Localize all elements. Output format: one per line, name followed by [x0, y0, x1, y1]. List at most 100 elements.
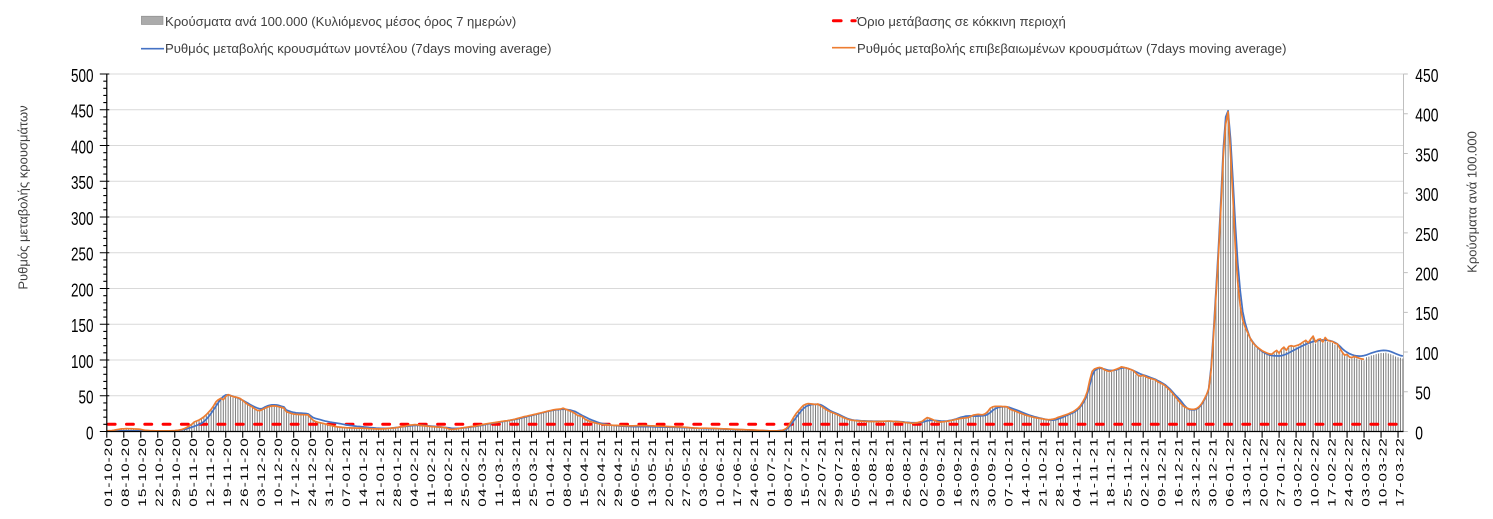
svg-text:08-04-21: 08-04-21	[561, 438, 574, 507]
svg-text:27-05-21: 27-05-21	[680, 438, 693, 507]
svg-text:28-01-21: 28-01-21	[391, 438, 404, 507]
svg-text:0: 0	[86, 423, 94, 443]
svg-text:29-07-21: 29-07-21	[833, 438, 846, 507]
svg-text:15-07-21: 15-07-21	[799, 438, 812, 507]
svg-text:13-05-21: 13-05-21	[646, 438, 659, 507]
svg-text:19-08-21: 19-08-21	[884, 438, 897, 507]
svg-text:20-05-21: 20-05-21	[663, 438, 676, 507]
svg-text:04-11-21: 04-11-21	[1071, 438, 1084, 507]
svg-text:12-11-20: 12-11-20	[204, 438, 217, 507]
svg-text:16-12-21: 16-12-21	[1173, 438, 1186, 507]
svg-text:02-09-21: 02-09-21	[918, 438, 931, 507]
svg-text:26-08-21: 26-08-21	[901, 438, 914, 507]
svg-text:15-10-20: 15-10-20	[136, 438, 149, 507]
svg-text:Κρούσματα ανά 100.000: Κρούσματα ανά 100.000	[1464, 131, 1479, 273]
svg-text:26-11-20: 26-11-20	[238, 438, 251, 507]
svg-text:22-07-21: 22-07-21	[816, 438, 829, 507]
svg-text:29-04-21: 29-04-21	[612, 438, 625, 507]
svg-text:100: 100	[71, 352, 94, 372]
svg-text:11-03-21: 11-03-21	[493, 438, 506, 507]
svg-text:04-02-21: 04-02-21	[408, 438, 421, 507]
svg-text:16-09-21: 16-09-21	[952, 438, 965, 507]
svg-text:17-06-21: 17-06-21	[731, 438, 744, 507]
svg-text:24-02-22: 24-02-22	[1342, 438, 1355, 507]
svg-text:450: 450	[71, 102, 94, 122]
svg-text:05-08-21: 05-08-21	[850, 438, 863, 507]
svg-text:03-02-22: 03-02-22	[1291, 438, 1304, 507]
svg-text:05-11-20: 05-11-20	[187, 438, 200, 507]
svg-text:08-10-20: 08-10-20	[119, 438, 132, 507]
svg-text:03-06-21: 03-06-21	[697, 438, 710, 507]
svg-text:250: 250	[71, 245, 94, 265]
svg-text:50: 50	[79, 388, 94, 408]
svg-text:23-09-21: 23-09-21	[969, 438, 982, 507]
svg-text:150: 150	[1415, 304, 1438, 324]
svg-text:27-01-22: 27-01-22	[1274, 438, 1287, 507]
svg-text:03-03-22: 03-03-22	[1359, 438, 1372, 507]
svg-text:29-10-20: 29-10-20	[170, 438, 183, 507]
svg-text:200: 200	[1415, 265, 1438, 285]
svg-text:100: 100	[1415, 344, 1438, 364]
svg-text:Ρυθμός μεταβολής επιβεβαιωμένω: Ρυθμός μεταβολής επιβεβαιωμένων κρουσμάτ…	[857, 41, 1286, 56]
svg-text:Όριο μετάβασης σε κόκκινη περι: Όριο μετάβασης σε κόκκινη περιοχή	[856, 14, 1066, 29]
svg-text:250: 250	[1415, 225, 1438, 245]
svg-text:09-12-21: 09-12-21	[1156, 438, 1169, 507]
svg-text:500: 500	[71, 66, 94, 86]
svg-text:25-11-21: 25-11-21	[1122, 438, 1135, 507]
svg-text:300: 300	[1415, 185, 1438, 205]
svg-text:06-05-21: 06-05-21	[629, 438, 642, 507]
svg-text:10-12-20: 10-12-20	[272, 438, 285, 507]
svg-text:20-01-22: 20-01-22	[1257, 438, 1270, 507]
svg-text:10-02-22: 10-02-22	[1308, 438, 1321, 507]
svg-text:200: 200	[71, 280, 94, 300]
svg-text:08-07-21: 08-07-21	[782, 438, 795, 507]
svg-text:01-10-20: 01-10-20	[102, 438, 115, 507]
svg-text:17-03-22: 17-03-22	[1393, 438, 1406, 507]
svg-text:18-03-21: 18-03-21	[510, 438, 523, 507]
svg-text:02-12-21: 02-12-21	[1139, 438, 1152, 507]
svg-text:10-06-21: 10-06-21	[714, 438, 727, 507]
svg-text:14-01-21: 14-01-21	[357, 438, 370, 507]
svg-text:22-04-21: 22-04-21	[595, 438, 608, 507]
svg-text:03-12-20: 03-12-20	[255, 438, 268, 507]
svg-text:25-03-21: 25-03-21	[527, 438, 540, 507]
svg-text:07-01-21: 07-01-21	[340, 438, 353, 507]
svg-text:28-10-21: 28-10-21	[1054, 438, 1067, 507]
svg-text:09-09-21: 09-09-21	[935, 438, 948, 507]
svg-text:30-09-21: 30-09-21	[986, 438, 999, 507]
svg-text:21-01-21: 21-01-21	[374, 438, 387, 507]
svg-text:17-12-20: 17-12-20	[289, 438, 302, 507]
svg-text:450: 450	[1415, 66, 1438, 86]
svg-text:07-10-21: 07-10-21	[1003, 438, 1016, 507]
svg-text:18-11-21: 18-11-21	[1105, 438, 1118, 507]
svg-text:01-07-21: 01-07-21	[765, 438, 778, 507]
svg-text:350: 350	[1415, 145, 1438, 165]
svg-text:21-10-21: 21-10-21	[1037, 438, 1050, 507]
svg-text:11-11-21: 11-11-21	[1088, 438, 1101, 507]
svg-text:400: 400	[71, 137, 94, 157]
svg-text:Ρυθμός μεταβολής κρουσμάτων μο: Ρυθμός μεταβολής κρουσμάτων μοντέλου (7d…	[165, 41, 552, 56]
svg-text:12-08-21: 12-08-21	[867, 438, 880, 507]
svg-text:11-02-21: 11-02-21	[425, 438, 438, 507]
svg-text:24-06-21: 24-06-21	[748, 438, 761, 507]
svg-text:30-12-21: 30-12-21	[1207, 438, 1220, 507]
svg-text:0: 0	[1415, 423, 1423, 443]
svg-text:10-03-22: 10-03-22	[1376, 438, 1389, 507]
svg-text:06-01-22: 06-01-22	[1223, 438, 1236, 507]
svg-text:Ρυθμός μεταβολής κρουσμάτων: Ρυθμός μεταβολής κρουσμάτων	[15, 105, 30, 289]
svg-text:50: 50	[1415, 384, 1430, 404]
svg-text:24-12-20: 24-12-20	[306, 438, 319, 507]
svg-text:23-12-21: 23-12-21	[1190, 438, 1203, 507]
svg-text:14-10-21: 14-10-21	[1020, 438, 1033, 507]
svg-text:300: 300	[71, 209, 94, 229]
svg-text:150: 150	[71, 316, 94, 336]
svg-text:Κρούσματα ανά 100.000 (Κυλιόμε: Κρούσματα ανά 100.000 (Κυλιόμενος μέσος …	[165, 14, 516, 29]
svg-text:13-01-22: 13-01-22	[1240, 438, 1253, 507]
svg-text:25-02-21: 25-02-21	[459, 438, 472, 507]
svg-text:17-02-22: 17-02-22	[1325, 438, 1338, 507]
svg-text:04-03-21: 04-03-21	[476, 438, 489, 507]
svg-text:01-04-21: 01-04-21	[544, 438, 557, 507]
svg-text:400: 400	[1415, 106, 1438, 126]
svg-text:19-11-20: 19-11-20	[221, 438, 234, 507]
svg-text:350: 350	[71, 173, 94, 193]
